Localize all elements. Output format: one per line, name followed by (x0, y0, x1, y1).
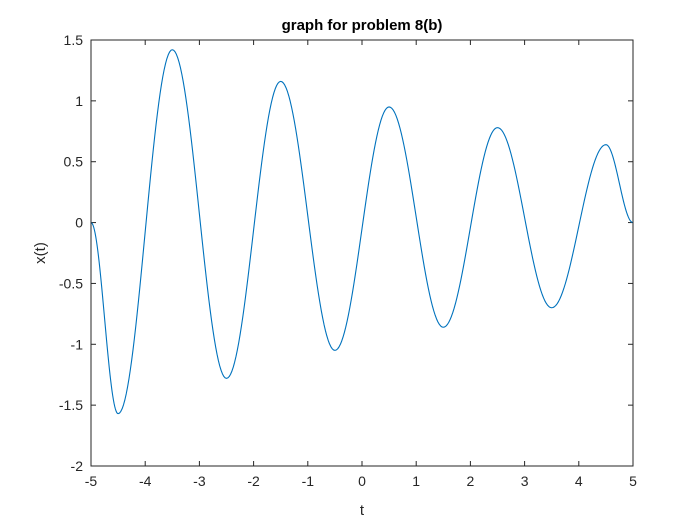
x-tick-label: 0 (358, 473, 366, 489)
x-tick-label: 5 (629, 473, 637, 489)
x-tick-label: 1 (412, 473, 420, 489)
x-tick-label: -2 (247, 473, 260, 489)
x-tick-label: -3 (193, 473, 206, 489)
x-tick-label: 2 (467, 473, 475, 489)
y-tick-label: 1 (75, 93, 83, 109)
x-tick-label: -1 (302, 473, 315, 489)
y-tick-label: -2 (71, 458, 84, 474)
plot-area (91, 40, 633, 466)
y-tick-label: -0.5 (59, 275, 83, 291)
plot-box (90, 39, 634, 467)
x-tick-label: -4 (139, 473, 152, 489)
y-tick-label: -1.5 (59, 397, 83, 413)
y-tick-label: -1 (71, 336, 84, 352)
x-tick-label: -5 (85, 473, 98, 489)
y-tick-label: 0 (75, 215, 83, 231)
y-tick-label: 1.5 (64, 32, 84, 48)
y-axis-label: x(t) (32, 242, 49, 264)
series-layer (90, 49, 634, 415)
tick-label-layer: -5 -4 -3 -2 -1 0 1 2 3 4 5 -2 -1.5 -1 -0.5 0 0.5 1 1.5 (59, 32, 637, 489)
chart-title: graph for problem 8(b) (282, 17, 443, 34)
x-axis-label: t (360, 502, 365, 519)
x-tick-label: 3 (521, 473, 529, 489)
y-tick-label: 0.5 (64, 154, 84, 170)
series-line (90, 49, 634, 415)
x-tick-label: 4 (575, 473, 583, 489)
